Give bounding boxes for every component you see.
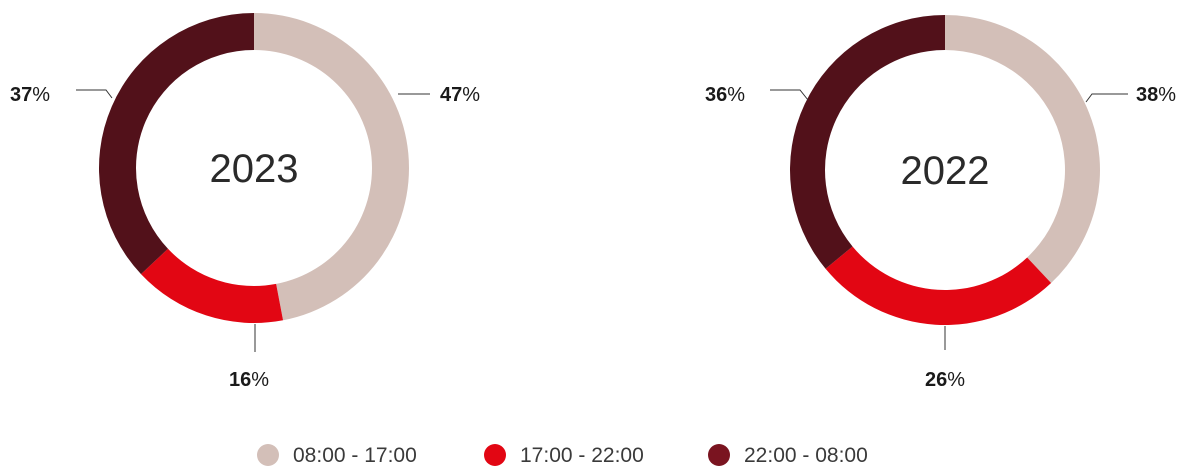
legend-swatch xyxy=(484,444,506,466)
legend-item: 22:00 - 08:00 xyxy=(708,444,868,467)
callout-line xyxy=(76,89,113,99)
donut-chart-2022: 2022 38% 26% 36% xyxy=(705,15,1176,391)
donut-slice-3 xyxy=(98,13,254,275)
legend-item: 17:00 - 22:00 xyxy=(484,444,644,467)
legend: 08:00 - 17:00 17:00 - 22:00 22:00 - 08:00 xyxy=(257,444,868,467)
legend-label: 17:00 - 22:00 xyxy=(520,444,644,467)
data-label: 47% xyxy=(440,84,480,106)
data-label: 36% xyxy=(705,84,745,106)
donut-slice-1 xyxy=(945,15,1100,283)
donut-slice-2 xyxy=(141,248,284,323)
center-label: 2023 xyxy=(210,147,299,191)
legend-swatch xyxy=(708,444,730,466)
data-label: 26% xyxy=(925,369,965,391)
legend-label: 08:00 - 17:00 xyxy=(293,444,417,467)
data-label: 37% xyxy=(10,84,50,106)
callout-line xyxy=(1085,93,1128,103)
donut-slice-3 xyxy=(789,15,945,269)
data-label: 16% xyxy=(229,369,269,391)
data-label: 38% xyxy=(1136,84,1176,106)
donut-chart-2023: 2023 47% 16% 37% xyxy=(10,13,480,391)
legend-label: 22:00 - 08:00 xyxy=(744,444,868,467)
callout-line xyxy=(770,89,809,101)
legend-swatch xyxy=(257,444,279,466)
donut-slice-2 xyxy=(825,246,1052,326)
legend-item: 08:00 - 17:00 xyxy=(257,444,417,467)
donut-slice-1 xyxy=(254,13,409,321)
center-label: 2022 xyxy=(901,149,990,193)
